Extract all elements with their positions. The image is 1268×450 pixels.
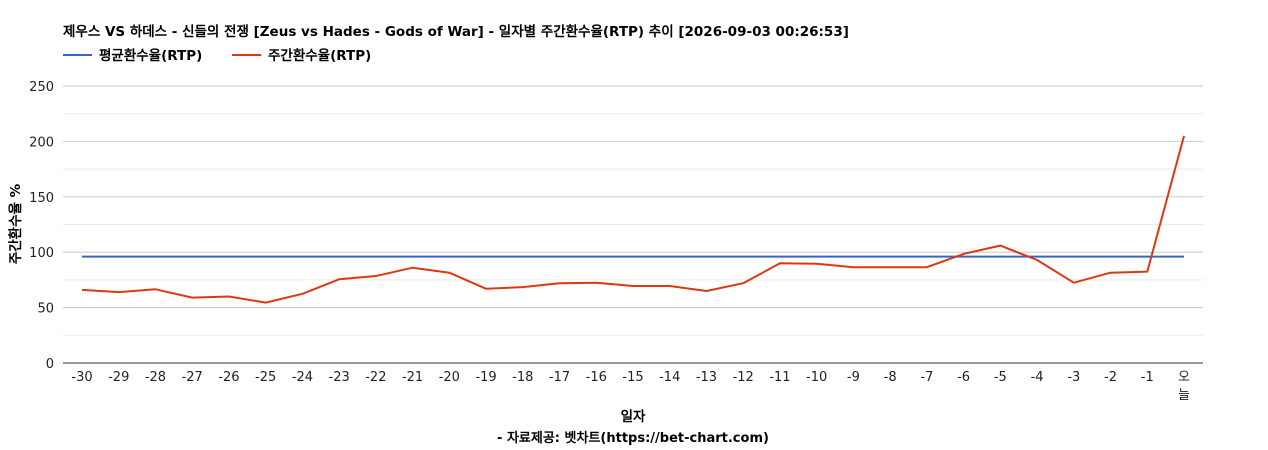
x-tick-label: -25 xyxy=(255,370,276,385)
x-tick-label: -2 xyxy=(1104,370,1117,385)
x-tick-label: -8 xyxy=(884,370,897,385)
x-tick-label: -29 xyxy=(108,370,129,385)
x-axis-title: 일자 xyxy=(621,409,646,425)
x-tick-label: -1 xyxy=(1141,370,1154,385)
x-tick-label: -14 xyxy=(659,370,680,385)
legend-item-weekly[interactable]: 주간환수율(RTP) xyxy=(232,47,371,64)
y-tick-label: 0 xyxy=(46,357,54,372)
x-tick-label: -15 xyxy=(622,370,643,385)
x-tick-label: -18 xyxy=(512,370,533,385)
chart-title: 제우스 VS 하데스 - 신들의 전쟁 [Zeus vs Hades - God… xyxy=(63,23,849,40)
y-axis-title: 주간환수율 % xyxy=(7,183,24,264)
legend-label-weekly: 주간환수율(RTP) xyxy=(268,47,371,64)
gridlines xyxy=(63,85,1203,364)
x-tick-label: -16 xyxy=(586,370,607,385)
x-tick-label: -22 xyxy=(365,370,386,385)
x-tick-label: -28 xyxy=(145,370,166,385)
y-tick-label: 100 xyxy=(29,246,54,261)
x-tick-label: -11 xyxy=(769,370,790,385)
x-tick-label: -24 xyxy=(292,370,313,385)
x-tick-label: -12 xyxy=(733,370,754,385)
y-tick-label: 50 xyxy=(37,302,54,317)
x-tick-label: -7 xyxy=(920,370,933,385)
x-tick-label: -26 xyxy=(218,370,239,385)
x-tick-label: -19 xyxy=(475,370,496,385)
x-tick-label: -17 xyxy=(549,370,570,385)
x-axis-ticks: -30 -29 -28 -27 -26 -25 -24 -23 -22 -21 -20 -19 -18 -… xyxy=(71,370,1190,403)
x-tick-label: -10 xyxy=(806,370,827,385)
x-tick-label: -20 xyxy=(439,370,460,385)
legend: 평균환수율(RTP) 주간환수율(RTP) xyxy=(63,47,371,64)
x-tick-label: -27 xyxy=(182,370,203,385)
source-credit: - 자료제공: 벳차트(https://bet-chart.com) xyxy=(497,430,769,446)
x-tick-label: -6 xyxy=(957,370,970,385)
legend-item-average[interactable]: 평균환수율(RTP) xyxy=(63,47,202,64)
legend-label-average: 평균환수율(RTP) xyxy=(99,47,202,64)
y-tick-label: 200 xyxy=(29,135,54,150)
y-tick-label: 150 xyxy=(29,191,54,206)
x-tick-label: -21 xyxy=(402,370,423,385)
x-tick-label: -13 xyxy=(696,370,717,385)
y-axis-ticks: 0 50 100 150 200 250 xyxy=(29,80,54,372)
x-tick-label: -23 xyxy=(329,370,350,385)
x-tick-label: -5 xyxy=(994,370,1007,385)
y-tick-label: 250 xyxy=(29,80,54,95)
x-tick-label: -3 xyxy=(1067,370,1080,385)
series-line-weekly-rtp[interactable] xyxy=(81,135,1185,304)
series-lines xyxy=(81,135,1185,304)
x-tick-label: -9 xyxy=(847,370,860,385)
x-tick-label: -4 xyxy=(1031,370,1044,385)
x-tick-label: -30 xyxy=(71,370,92,385)
